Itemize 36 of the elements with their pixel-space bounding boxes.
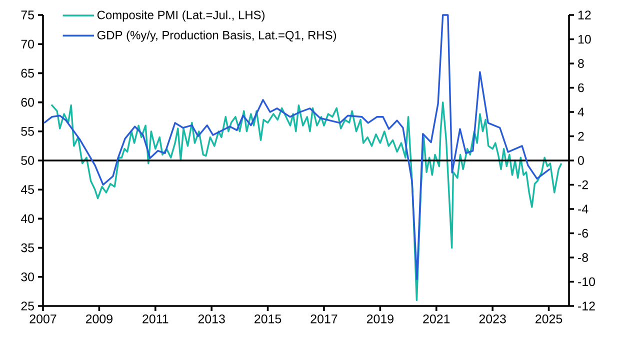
- y2-tick-label: -6: [578, 228, 588, 238]
- y-tick-label: 30: [21, 272, 34, 282]
- y-tick-label: 60: [21, 98, 34, 107]
- y-tick-label: 55: [21, 127, 34, 136]
- x-tick-label: 2023: [479, 314, 506, 324]
- y-tick-label: 70: [21, 40, 34, 49]
- x-tick-label: 2011: [142, 314, 168, 324]
- x-tick-label: 2019: [366, 314, 394, 324]
- y-tick-label: 25: [21, 302, 34, 310]
- y-tick-label: 35: [21, 243, 34, 252]
- legend-label: GDP (%y/y, Production Basis, Lat.=Q1, RHS): [97, 30, 336, 42]
- legend-label: Composite PMI (Lat.=Jul., LHS): [97, 10, 264, 22]
- y-tick-label: 40: [20, 214, 34, 224]
- y2-tick-label: -4: [578, 204, 588, 214]
- y-tick-label: 45: [20, 185, 34, 194]
- y2-tick-label: -12: [578, 302, 595, 310]
- x-tick-label: 2021: [423, 314, 450, 324]
- x-tick-label: 2025: [536, 314, 562, 324]
- y2-tick-label: 8: [578, 59, 584, 68]
- y2-tick-label: 10: [578, 34, 591, 44]
- x-tick-label: 2007: [30, 314, 56, 324]
- y2-tick-label: -8: [578, 253, 588, 262]
- y-tick-label: 65: [21, 68, 34, 78]
- y2-tick-label: 0: [578, 156, 584, 165]
- y2-tick-label: 4: [578, 108, 584, 116]
- y2-tick-label: -10: [578, 277, 596, 286]
- x-tick-label: 2009: [86, 314, 112, 324]
- y2-tick-label: 12: [578, 10, 591, 20]
- y-tick-label: 50: [21, 156, 34, 165]
- y2-tick-label: 6: [578, 83, 584, 92]
- y-tick-label: 75: [21, 10, 34, 20]
- x-tick-label: 2017: [310, 314, 338, 324]
- y2-tick-label: 2: [578, 132, 584, 141]
- x-tick-label: 2013: [198, 314, 225, 324]
- x-tick-label: 2015: [254, 314, 282, 324]
- y2-tick-label: -2: [578, 180, 588, 190]
